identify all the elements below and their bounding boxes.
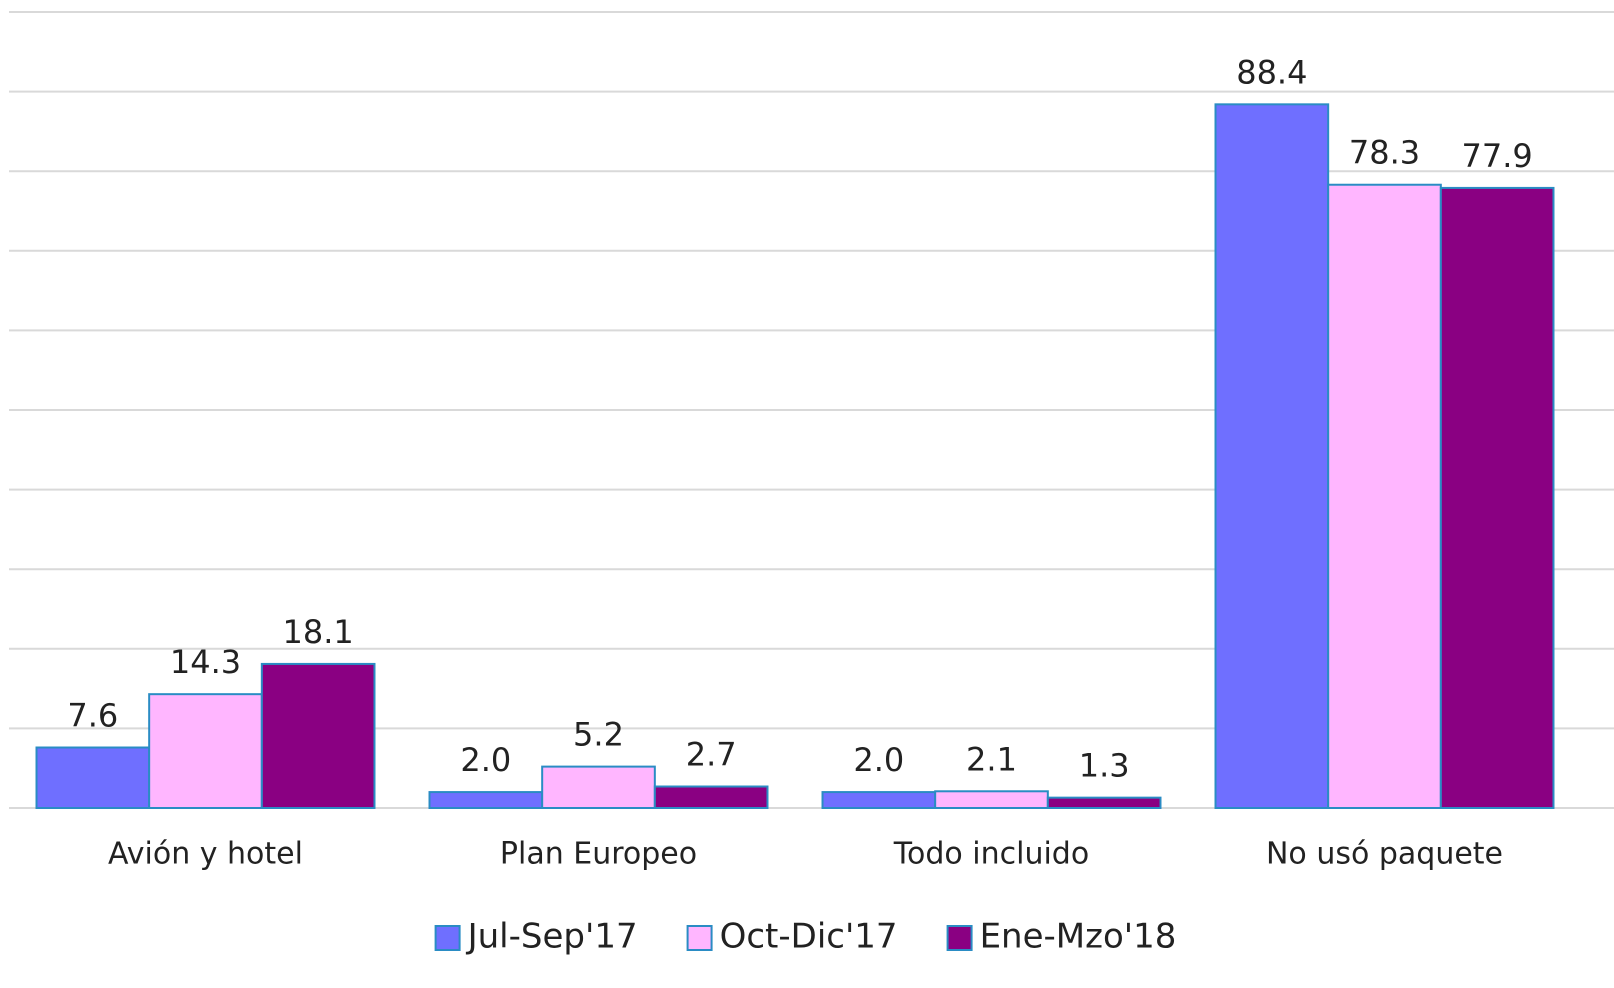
data-label: 14.3 [170, 643, 241, 681]
data-label: 2.1 [966, 740, 1017, 778]
x-tick-label: Avión y hotel [108, 837, 303, 872]
data-label: 78.3 [1349, 134, 1420, 172]
bar [35, 746, 151, 810]
legend-label: Jul-Sep'17 [466, 917, 638, 957]
data-label: 77.9 [1462, 137, 1533, 175]
data-label: 2.0 [460, 741, 511, 779]
data-label: 88.4 [1236, 53, 1307, 91]
bar [148, 693, 263, 809]
bar [934, 790, 1049, 809]
data-label: 18.1 [283, 613, 354, 651]
bar [653, 785, 769, 809]
bar [428, 791, 544, 810]
bar [1046, 796, 1162, 809]
bar [1439, 186, 1555, 809]
bar [1327, 183, 1442, 809]
bar [541, 765, 656, 809]
data-label: 2.7 [686, 736, 737, 774]
legend-label: Ene-Mzo'18 [980, 917, 1177, 957]
legend-swatch [946, 925, 973, 951]
bar [821, 791, 937, 810]
legend-swatch [434, 925, 461, 951]
x-tick-label: No usó paquete [1266, 837, 1503, 872]
data-label: 1.3 [1079, 747, 1130, 785]
data-label: 2.0 [853, 741, 904, 779]
bar [1214, 103, 1330, 809]
x-tick-label: Todo incluido [893, 837, 1089, 872]
x-tick-label: Plan Europeo [500, 837, 697, 872]
data-label: 7.6 [67, 697, 118, 735]
data-label: 5.2 [573, 716, 624, 754]
legend-label: Oct-Dic'17 [720, 917, 898, 957]
bar [260, 662, 376, 810]
legend-swatch [686, 925, 713, 951]
